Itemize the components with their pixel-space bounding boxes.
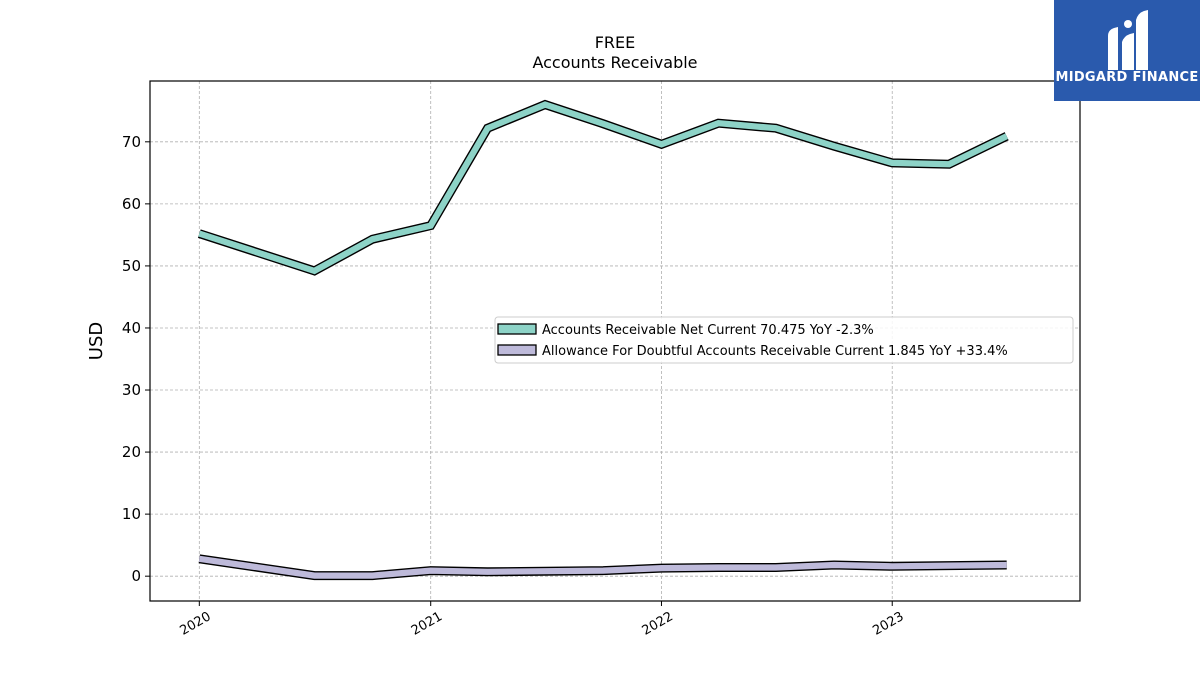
legend: Accounts Receivable Net Current 70.475 Y… bbox=[494, 316, 1074, 364]
logo-graphic: MIDGARD FINANCE bbox=[1054, 0, 1200, 101]
x-tick-label-2021: 2021 bbox=[409, 609, 445, 639]
chart-subtitle: Accounts Receivable bbox=[532, 53, 697, 72]
y-tick-label-10: 10 bbox=[122, 505, 141, 523]
y-axis-label: USD bbox=[86, 322, 107, 360]
x-tick-label-2022: 2022 bbox=[640, 609, 676, 639]
y-tick-label-60: 60 bbox=[122, 195, 141, 213]
series-layer bbox=[197, 99, 1009, 581]
x-tick-label-2020: 2020 bbox=[177, 609, 213, 639]
y-tick-label-70: 70 bbox=[122, 133, 141, 151]
legend-swatch-accounts-receivable bbox=[497, 323, 537, 335]
chart-title: FREE bbox=[595, 33, 636, 52]
stylized-m-icon bbox=[1108, 10, 1148, 70]
series-line-accounts-receivable bbox=[198, 101, 1009, 275]
x-tick-label-2023: 2023 bbox=[870, 609, 906, 639]
series-line-allowance-doubtful-accounts bbox=[198, 555, 1007, 579]
legend-label-allowance-doubtful-accounts: Allowance For Doubtful Accounts Receivab… bbox=[542, 344, 1008, 359]
y-tick-label-40: 40 bbox=[122, 319, 141, 337]
y-tick-label-0: 0 bbox=[131, 567, 141, 585]
series-line-accounts-receivable-outline bbox=[197, 99, 1009, 276]
x-axis-ticks: 2020 2021 2022 2023 bbox=[177, 601, 907, 639]
plot-frame bbox=[149, 80, 1081, 602]
y-tick-label-30: 30 bbox=[122, 381, 141, 399]
brand-logo: MIDGARD FINANCE bbox=[1054, 0, 1200, 101]
legend-swatch-allowance-doubtful-accounts bbox=[497, 344, 537, 356]
y-tick-label-20: 20 bbox=[122, 443, 141, 461]
logo-text: MIDGARD FINANCE bbox=[1055, 70, 1198, 85]
legend-frame bbox=[494, 316, 1074, 364]
y-tick-label-50: 50 bbox=[122, 257, 141, 275]
legend-label-accounts-receivable: Accounts Receivable Net Current 70.475 Y… bbox=[542, 323, 874, 338]
y-axis-ticks: 0 10 20 30 40 50 60 70 bbox=[122, 133, 150, 585]
